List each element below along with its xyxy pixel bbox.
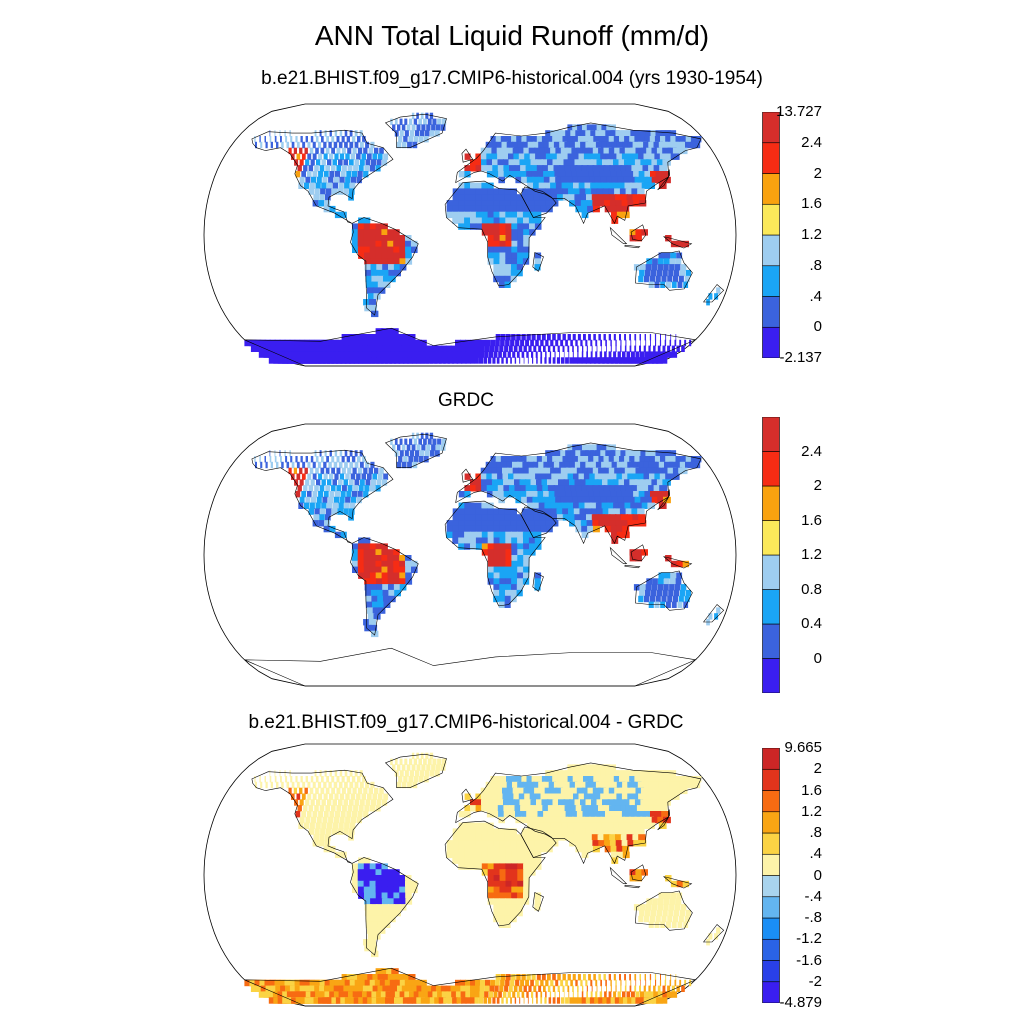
coastline	[444, 820, 546, 927]
coastline	[244, 967, 697, 1007]
colorbar-tick-label: .8	[809, 256, 822, 274]
coastline	[350, 537, 419, 636]
panel-2-map	[203, 423, 737, 687]
colorbar-tick-label: 9.665	[784, 739, 822, 756]
colorbar-swatch	[762, 112, 780, 144]
colorbar-tick-label: .8	[809, 824, 822, 841]
coastline	[384, 433, 447, 468]
colorbar-tick-label: 1.6	[801, 781, 822, 799]
colorbar-tick-label: 0	[813, 649, 822, 667]
panel-3-subtitle: b.e21.BHIST.f09_g17.CMIP6-historical.004…	[248, 712, 684, 733]
coastline	[663, 556, 693, 569]
colorbar-tick-label: -1.2	[796, 930, 822, 948]
colorbar-tick-label: 1.2	[801, 226, 822, 243]
coastline	[702, 604, 725, 623]
colorbar-tick-label: -2.137	[779, 349, 822, 366]
coastline	[630, 224, 647, 242]
coastline	[635, 250, 693, 291]
coastline	[702, 924, 725, 943]
coastline	[350, 217, 419, 316]
coastline	[663, 876, 693, 889]
colorbar-swatch	[762, 748, 780, 770]
coastline	[624, 564, 641, 569]
colorbar-tick-label: -1.6	[796, 951, 822, 969]
panel-1-subtitle: b.e21.BHIST.f09_g17.CMIP6-historical.004…	[261, 68, 763, 89]
coastline	[663, 236, 693, 249]
coastline	[461, 468, 474, 483]
colorbar-tick-label: -4.879	[779, 994, 822, 1011]
coastline	[244, 327, 697, 367]
coastline	[251, 129, 394, 224]
coastline	[520, 826, 557, 858]
colorbar-tick-label: 1.6	[801, 195, 822, 213]
coastline	[384, 113, 447, 148]
coastline	[630, 544, 647, 562]
colorbar-swatch	[762, 417, 780, 452]
coastline	[455, 442, 702, 545]
coastline	[609, 866, 628, 884]
coastline	[609, 546, 628, 564]
coastline	[532, 572, 544, 592]
colorbar-tick-label: 1.2	[801, 802, 822, 820]
colorbar-tick-label: 2.4	[801, 133, 822, 151]
colorbar-tick-label: 0	[813, 318, 822, 336]
coastline	[444, 180, 546, 287]
coastline	[350, 857, 419, 956]
panel-2-subtitle: GRDC	[438, 390, 494, 411]
panel-3-colorbar	[762, 748, 780, 1003]
colorbar-tick-label: 0.8	[801, 580, 822, 598]
coastline	[461, 148, 474, 163]
coastline	[630, 864, 647, 882]
coastline	[532, 252, 544, 272]
colorbar-tick-label: 2	[813, 477, 822, 494]
coastline	[635, 570, 693, 611]
panel-1-colorbar	[762, 112, 780, 358]
coastline	[657, 809, 671, 831]
colorbar-tick-label: 13.727	[776, 103, 822, 120]
colorbar-tick-label: 1.2	[801, 546, 822, 563]
coastline	[384, 753, 447, 788]
coastline	[244, 647, 697, 687]
coastline	[657, 489, 671, 511]
runoff-grid	[254, 432, 721, 638]
coastline	[609, 226, 628, 244]
colorbar-tick-label: .4	[809, 287, 822, 305]
colorbar-tick-label: .4	[809, 845, 822, 863]
colorbar-tick-label: 1.6	[801, 511, 822, 529]
panel-1-map	[203, 103, 737, 367]
coastline	[624, 244, 641, 249]
coastline	[520, 506, 557, 538]
coastline	[532, 892, 544, 912]
coastline	[702, 284, 725, 303]
coastline	[635, 890, 693, 931]
figure-title: ANN Total Liquid Runoff (mm/d)	[314, 20, 710, 51]
coastline	[657, 169, 671, 191]
runoff-grid	[244, 752, 721, 1004]
coastline	[455, 122, 702, 225]
coastline	[251, 769, 394, 864]
colorbar-tick-label: 2.4	[801, 442, 822, 460]
colorbar-tick-label: -.8	[804, 909, 822, 926]
coastline	[444, 500, 546, 607]
panel-2-colorbar	[762, 417, 780, 693]
coastline	[455, 762, 702, 865]
colorbar-tick-label: 2	[813, 164, 822, 182]
runoff-grid	[244, 112, 721, 364]
coastline	[624, 884, 641, 889]
colorbar-tick-label: 0.4	[801, 615, 822, 632]
colorbar-tick-label: 2	[813, 760, 822, 778]
colorbar-tick-label: 0	[813, 866, 822, 884]
colorbar-tick-label: -2	[808, 972, 822, 990]
coastline	[520, 186, 557, 218]
coastline	[251, 449, 394, 544]
panel-3-map	[203, 743, 737, 1007]
colorbar-tick-label: -.4	[804, 887, 822, 905]
coastline	[461, 788, 474, 803]
